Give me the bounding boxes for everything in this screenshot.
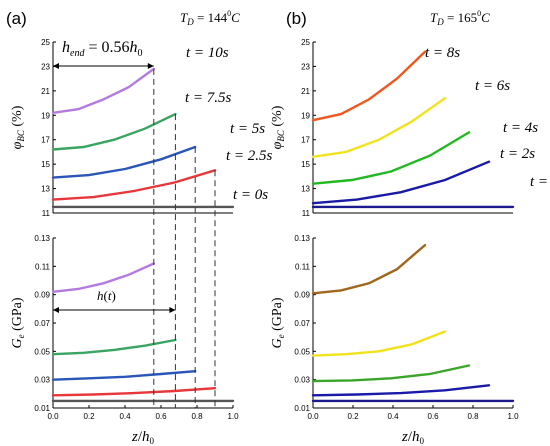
y-tick-label: 13	[41, 185, 50, 194]
y-tick-label: 0.05	[34, 347, 50, 356]
x-tick-label: 0.8	[467, 412, 479, 421]
y-tick-label: 0.09	[34, 291, 50, 300]
y-tick-label: 17	[41, 136, 50, 145]
series-label: t = 6s	[475, 78, 510, 94]
series-label: t = 0s	[530, 174, 550, 190]
y-tick-label: 11	[42, 209, 51, 218]
panel-label-b: (b)	[286, 9, 307, 28]
x-tick-label: 1.0	[227, 412, 239, 421]
y-tick-label: 0.13	[34, 234, 50, 243]
x-tick-label: 1.0	[507, 412, 519, 421]
series-line	[51, 262, 155, 293]
y-tick-label: 21	[301, 87, 310, 96]
series-label: t = 7.5s	[185, 90, 232, 106]
series-label: t = 2.5s	[226, 148, 273, 164]
series-label: t = 8s	[425, 45, 460, 61]
y-tick-label: 23	[301, 62, 310, 71]
y-tick-label: 0.07	[34, 319, 50, 328]
h-end-annotation: hend = 0.56h0	[62, 39, 142, 59]
y-tick-label: 0.05	[294, 347, 310, 356]
series-line	[311, 243, 427, 295]
x-tick-label: 0.0	[47, 412, 59, 421]
series-label: t = 4s	[503, 120, 538, 136]
series-label: t = 0s	[233, 187, 268, 203]
x-tick-label: 0.6	[155, 412, 167, 421]
temp-label-b: TD = 1650C	[430, 9, 490, 27]
series-line	[51, 370, 197, 381]
y-tick-label: 19	[41, 111, 50, 120]
x-tick-label: 0.4	[119, 412, 131, 421]
y-tick-label: 21	[41, 87, 50, 96]
chart-3: 0.01 0.03 0.05 0.07 0.09 0.11 0.13 0.0 0.2 0.4 0.6…	[270, 234, 519, 446]
y-tick-label: 25	[41, 38, 50, 47]
series-line	[51, 112, 177, 151]
series-line	[51, 169, 217, 201]
x-tick-label: 0.6	[427, 412, 439, 421]
y-tick-label: 0.01	[34, 404, 50, 413]
panel-label-a: (a)	[6, 9, 27, 28]
y-tick-label: 23	[41, 62, 50, 71]
chart-1: 0.01 0.03 0.05 0.07 0.09 0.11 0.13 0.0 0.2 0.4 0.6…	[10, 234, 239, 446]
h-t-annotation: h(t)	[97, 288, 116, 303]
y-tick-label: 15	[41, 160, 50, 169]
x-axis-label: z/h0	[131, 429, 155, 446]
series-label: t = 10s	[186, 45, 229, 61]
series-line	[311, 384, 491, 397]
annotations-a: hend = 0.56h0 h(t)	[62, 39, 142, 303]
y-axis-label: Ge (GPa)	[10, 297, 26, 348]
series-line	[311, 50, 427, 122]
series-line	[51, 338, 177, 356]
y-tick-label: 0.03	[294, 376, 310, 385]
series-line	[311, 97, 447, 158]
y-axis-label: φBC (%)	[10, 105, 26, 149]
y-tick-label: 0.09	[294, 291, 310, 300]
y-tick-label: 19	[301, 111, 310, 120]
x-tick-label: 0.2	[83, 412, 95, 421]
y-tick-label: 0.01	[294, 404, 310, 413]
arrow-head-right	[169, 307, 176, 313]
series-line	[51, 387, 217, 397]
arrow-head-left	[53, 63, 59, 69]
y-tick-label: 0.03	[34, 376, 50, 385]
series-label: t = 2s	[500, 146, 535, 162]
y-tick-label: 17	[301, 136, 310, 145]
y-tick-label: 11	[302, 209, 311, 218]
temp-label-a: TD = 1440C	[180, 9, 240, 27]
series-line	[311, 330, 447, 357]
x-tick-label: 0.0	[307, 412, 319, 421]
y-tick-label: 13	[301, 185, 310, 194]
series-label: t = 5s	[230, 121, 265, 137]
chart-2: 11 13 15 17 19 21 23 25 φBC (%) t = 0s t = 2s t = 4…	[270, 38, 550, 218]
x-tick-label: 0.2	[347, 412, 359, 421]
series-line	[51, 67, 155, 114]
y-axis-label: φBC (%)	[270, 105, 286, 149]
x-tick-label: 0.4	[387, 412, 399, 421]
series-line	[311, 160, 491, 205]
series-line	[311, 364, 471, 383]
y-tick-label: 15	[301, 160, 310, 169]
y-tick-label: 0.11	[35, 262, 51, 271]
y-tick-label: 0.07	[294, 319, 310, 328]
arrow-head-left	[53, 307, 59, 313]
series-line	[51, 145, 197, 179]
x-tick-label: 0.8	[191, 412, 203, 421]
y-axis-label: Ge (GPa)	[270, 297, 286, 348]
dashed-guides-a	[53, 63, 216, 408]
arrow-head-right	[147, 63, 154, 69]
y-tick-label: 0.11	[295, 262, 311, 271]
y-tick-label: 0.13	[294, 234, 310, 243]
chart-0: 11 13 15 17 19 21 23 25 φBC (%) t = 0s t = 2.5s t =…	[10, 38, 273, 218]
x-axis-label: z/h0	[401, 429, 425, 446]
series-line	[311, 131, 471, 185]
y-tick-label: 25	[301, 38, 310, 47]
